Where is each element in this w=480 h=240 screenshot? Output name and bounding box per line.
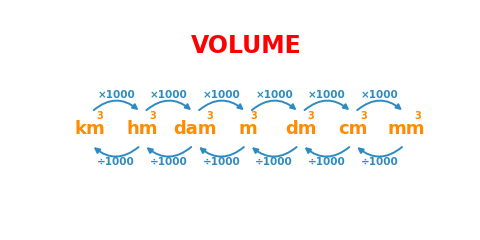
Text: mm: mm	[387, 120, 425, 138]
Text: VOLUME: VOLUME	[191, 34, 301, 58]
Text: 3: 3	[308, 111, 314, 121]
Text: cm: cm	[338, 120, 368, 138]
FancyArrowPatch shape	[359, 147, 402, 157]
Text: ×1000: ×1000	[150, 90, 188, 100]
Text: dam: dam	[173, 120, 217, 138]
Text: ×1000: ×1000	[361, 90, 398, 100]
Text: ÷1000: ÷1000	[361, 157, 398, 167]
Text: ÷1000: ÷1000	[255, 157, 293, 167]
Text: ÷1000: ÷1000	[150, 157, 188, 167]
Text: ÷1000: ÷1000	[97, 157, 135, 167]
Text: ×1000: ×1000	[255, 90, 293, 100]
FancyArrowPatch shape	[96, 147, 139, 157]
Text: ÷1000: ÷1000	[308, 157, 346, 167]
Text: 3: 3	[97, 111, 104, 121]
FancyArrowPatch shape	[304, 101, 348, 110]
Text: ×1000: ×1000	[308, 90, 346, 100]
Text: ×1000: ×1000	[97, 90, 135, 100]
FancyArrowPatch shape	[201, 147, 244, 157]
FancyArrowPatch shape	[306, 147, 349, 157]
Text: 3: 3	[360, 111, 367, 121]
FancyArrowPatch shape	[94, 101, 137, 110]
FancyArrowPatch shape	[357, 101, 400, 110]
Text: ×1000: ×1000	[203, 90, 240, 100]
FancyArrowPatch shape	[253, 147, 297, 157]
Text: 3: 3	[149, 111, 156, 121]
Text: ÷1000: ÷1000	[203, 157, 240, 167]
FancyArrowPatch shape	[146, 101, 190, 110]
FancyArrowPatch shape	[252, 101, 295, 110]
FancyArrowPatch shape	[199, 101, 242, 110]
Text: dm: dm	[285, 120, 316, 138]
Text: 3: 3	[251, 111, 257, 121]
Text: 3: 3	[206, 111, 213, 121]
Text: hm: hm	[127, 120, 158, 138]
FancyArrowPatch shape	[148, 147, 191, 157]
Text: m: m	[239, 120, 257, 138]
Text: km: km	[74, 120, 105, 138]
Text: 3: 3	[415, 111, 421, 121]
